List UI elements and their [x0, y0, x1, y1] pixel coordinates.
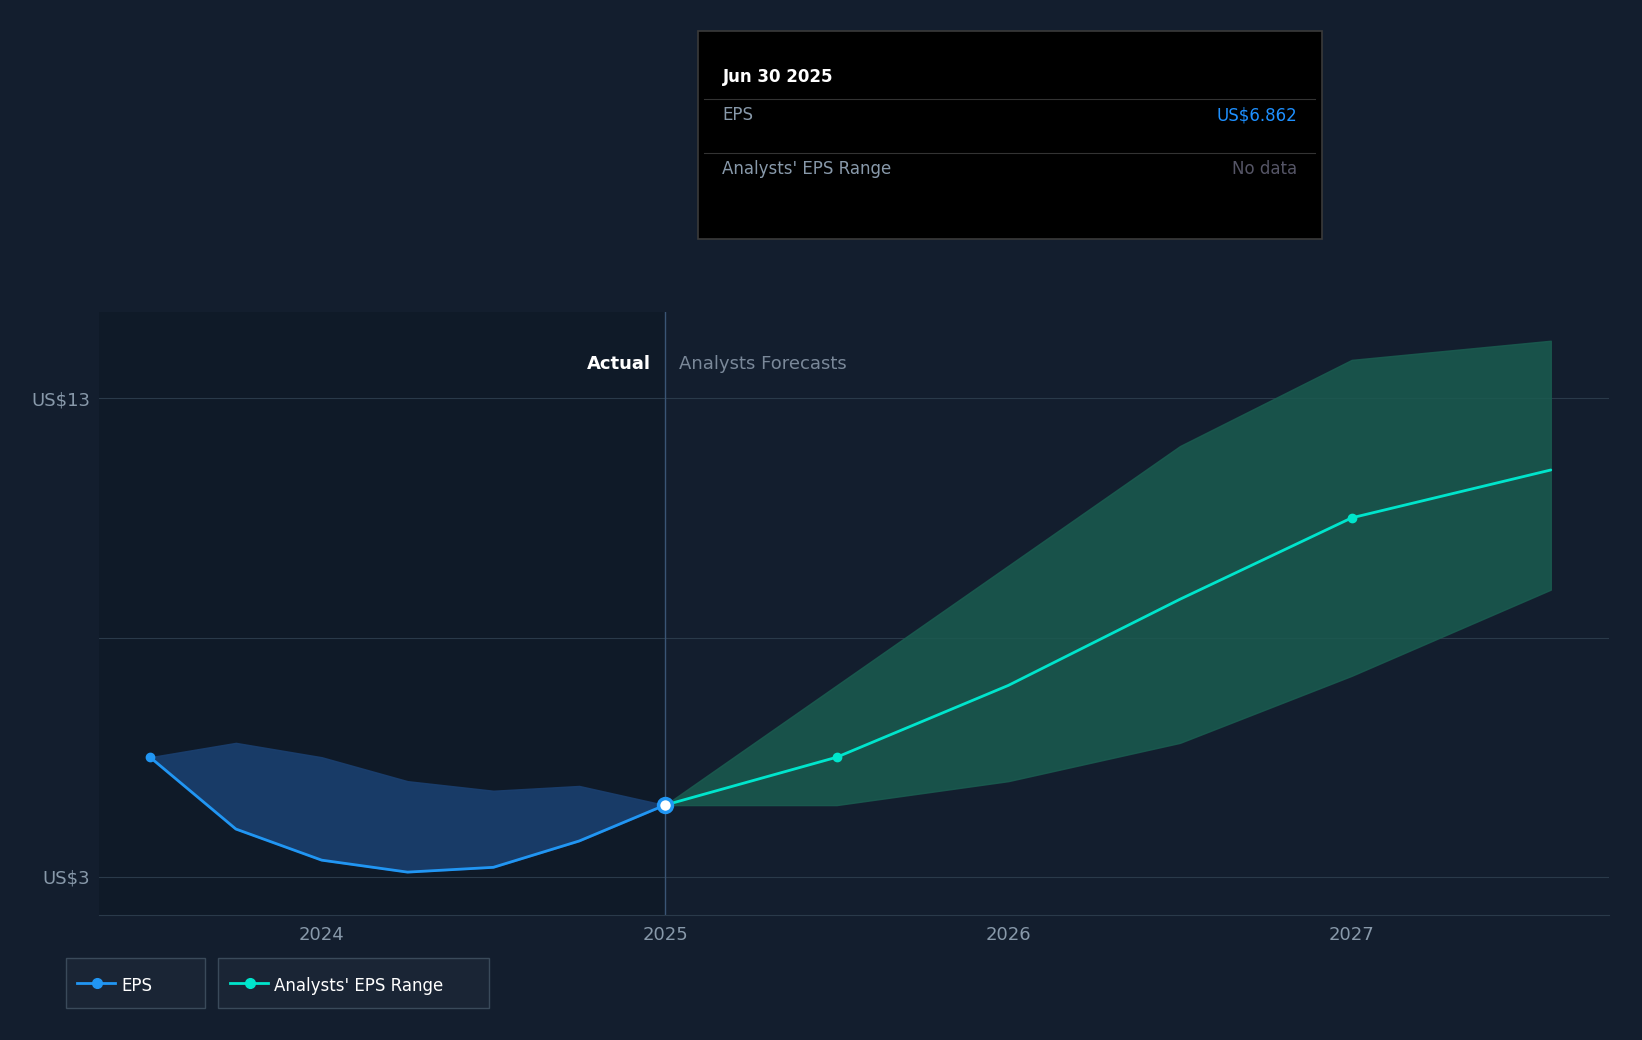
- Text: Jun 30 2025: Jun 30 2025: [722, 68, 832, 85]
- Text: EPS: EPS: [122, 978, 153, 995]
- Text: Analysts' EPS Range: Analysts' EPS Range: [722, 160, 892, 178]
- Text: US$6.862: US$6.862: [1217, 106, 1297, 124]
- Text: EPS: EPS: [722, 106, 754, 124]
- Text: No data: No data: [1232, 160, 1297, 178]
- Text: Analysts Forecasts: Analysts Forecasts: [678, 355, 847, 373]
- Bar: [99, 312, 665, 915]
- Text: Actual: Actual: [588, 355, 652, 373]
- Text: Analysts' EPS Range: Analysts' EPS Range: [274, 978, 443, 995]
